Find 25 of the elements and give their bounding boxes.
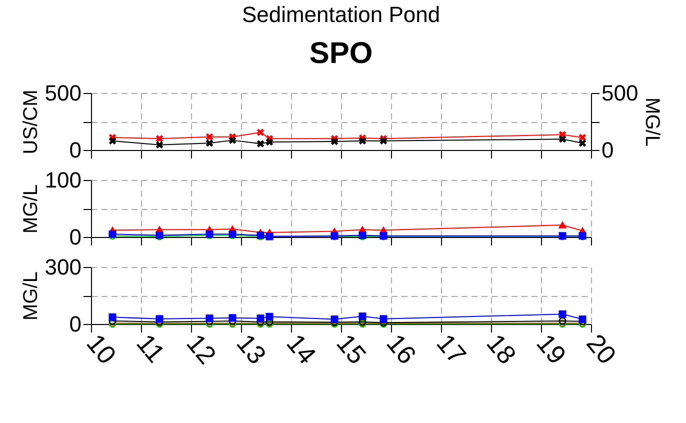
y-tick-label: 0 [69, 224, 82, 250]
x-tick-label: 17 [430, 328, 472, 370]
x-tick-label: 14 [280, 328, 322, 370]
y-tick-label: 0 [69, 312, 82, 336]
x-tick-label: 18 [480, 328, 522, 370]
x-tick-label: 20 [580, 328, 622, 370]
chart-subtitle: SPO [309, 37, 373, 70]
x-tick-label: 12 [180, 328, 222, 370]
x-tick-label: 11 [130, 328, 172, 368]
y-axis-title: MG/L [20, 272, 42, 320]
chart-title: Sedimentation Pond [242, 2, 440, 27]
y2-tick-label: 0 [602, 138, 614, 162]
x-tick-label: 15 [330, 328, 372, 370]
y-tick-label: 500 [44, 80, 82, 106]
x-tick-label: 19 [530, 328, 572, 370]
x-tick-label: 13 [230, 328, 272, 370]
x-tick-label: 16 [380, 328, 422, 370]
x-tick-label: 10 [80, 328, 122, 370]
y-tick-label: 300 [44, 254, 82, 280]
y-tick-label: 100 [44, 168, 82, 192]
y2-axis-title: MG/L [641, 98, 664, 146]
y-axis-title: MG/L [20, 184, 42, 234]
y-axis-title: US/CM [20, 90, 42, 154]
y2-tick-label: 500 [602, 80, 638, 106]
y-tick-label: 0 [69, 138, 82, 162]
